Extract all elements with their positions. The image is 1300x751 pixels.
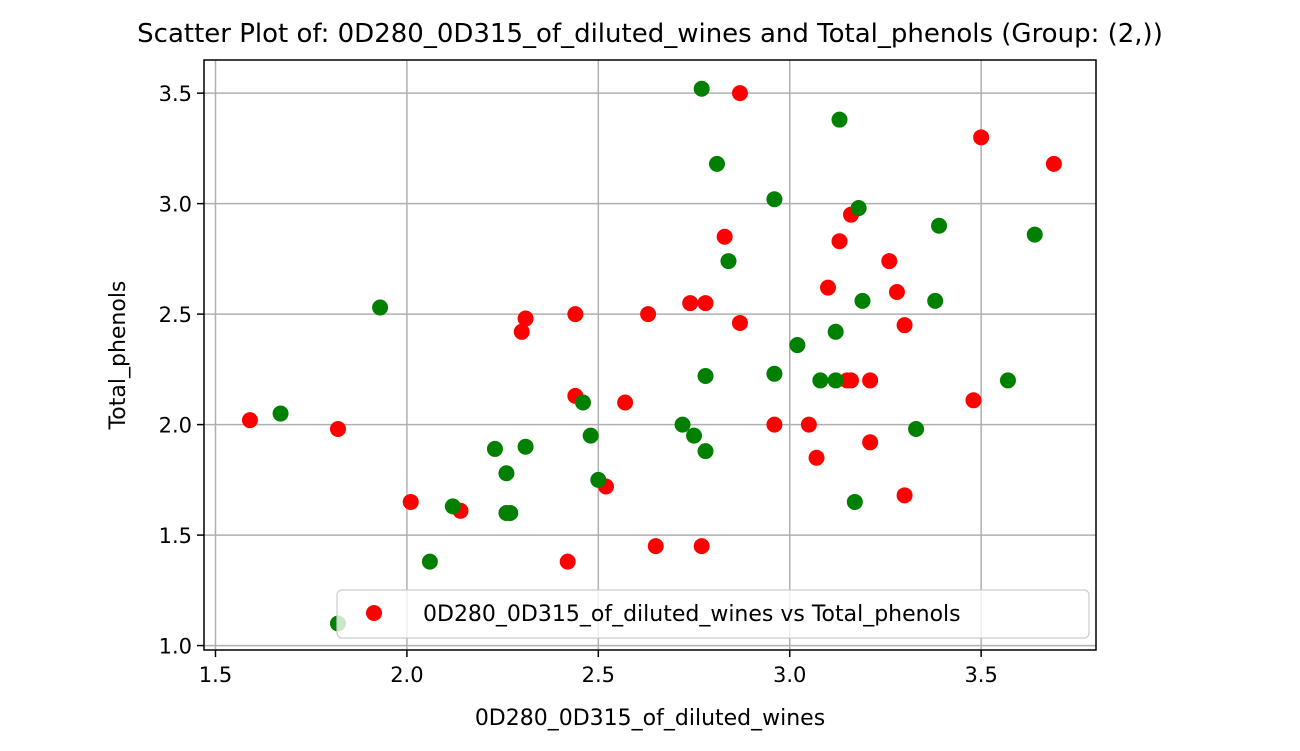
data-point: [965, 392, 982, 409]
data-point: [693, 538, 710, 555]
data-point: [329, 421, 346, 438]
data-point: [590, 471, 607, 488]
data-point: [850, 200, 867, 217]
data-point: [716, 228, 733, 245]
data-point: [831, 111, 848, 128]
y-tick-label: 2.5: [159, 303, 192, 327]
data-point: [881, 253, 898, 270]
data-point: [927, 292, 944, 309]
x-axis-ticks: 1.5 2.0 2.5 3.0 3.5: [199, 650, 998, 687]
data-point: [812, 372, 829, 389]
data-point: [498, 465, 515, 482]
data-point: [647, 538, 664, 555]
data-point: [888, 284, 905, 301]
data-point: [697, 443, 714, 460]
data-point: [827, 372, 844, 389]
data-point: [862, 434, 879, 451]
data-point: [697, 295, 714, 312]
data-point: [862, 372, 879, 389]
data-point: [559, 553, 576, 570]
data-point: [697, 367, 714, 384]
legend-label: 0D280_0D315_of_diluted_wines vs Total_ph…: [423, 602, 961, 627]
legend: 0D280_0D315_of_diluted_wines vs Total_ph…: [336, 589, 1090, 639]
data-point: [896, 317, 913, 334]
data-point: [444, 498, 461, 515]
data-point: [372, 299, 389, 316]
data-point: [789, 337, 806, 354]
x-tick-label: 3.5: [964, 663, 997, 687]
data-point: [674, 416, 691, 433]
y-tick-label: 3.5: [159, 82, 192, 106]
data-point: [517, 310, 534, 327]
x-tick-label: 2.0: [390, 663, 423, 687]
y-tick-label: 1.5: [159, 524, 192, 548]
data-point: [272, 405, 289, 422]
y-tick-label: 1.0: [159, 635, 192, 659]
data-point: [846, 493, 863, 510]
data-point: [731, 85, 748, 102]
data-point: [731, 314, 748, 331]
y-tick-label: 3.0: [159, 193, 192, 217]
data-point: [486, 440, 503, 457]
y-tick-label: 2.0: [159, 414, 192, 438]
data-point: [766, 191, 783, 208]
data-point: [896, 487, 913, 504]
data-point: [827, 323, 844, 340]
data-point: [402, 493, 419, 510]
data-point: [582, 427, 599, 444]
x-tick-label: 2.5: [582, 663, 615, 687]
x-axis-label: 0D280_0D315_of_diluted_wines: [475, 706, 825, 731]
data-point: [708, 155, 725, 172]
data-point: [640, 306, 657, 323]
y-axis-ticks: 1.0 1.5 2.0 2.5 3.0 3.5: [159, 82, 204, 659]
data-point: [854, 292, 871, 309]
data-point: [241, 412, 258, 429]
data-point: [517, 438, 534, 455]
data-point: [820, 279, 837, 296]
legend-marker: [366, 605, 382, 621]
data-point: [502, 504, 519, 521]
x-tick-label: 3.0: [773, 663, 806, 687]
chart-title: Scatter Plot of: 0D280_0D315_of_diluted_…: [137, 19, 1163, 49]
data-point: [999, 372, 1016, 389]
series-0: [241, 85, 1062, 570]
data-point: [800, 416, 817, 433]
data-point: [1026, 226, 1043, 243]
data-point: [693, 80, 710, 97]
data-point: [831, 233, 848, 250]
data-point: [513, 323, 530, 340]
y-axis-label: Total_phenols: [106, 281, 131, 431]
data-point: [908, 421, 925, 438]
data-point: [766, 365, 783, 382]
data-point: [575, 394, 592, 411]
data-point: [617, 394, 634, 411]
legend-box: [336, 589, 1090, 639]
data-points: [241, 80, 1062, 632]
data-point: [766, 416, 783, 433]
data-point: [973, 129, 990, 146]
data-point: [686, 427, 703, 444]
data-point: [842, 372, 859, 389]
data-point: [567, 306, 584, 323]
data-point: [421, 553, 438, 570]
data-point: [720, 253, 737, 270]
data-point: [808, 449, 825, 466]
plot-frame: [203, 59, 1097, 651]
x-tick-label: 1.5: [199, 663, 232, 687]
data-point: [682, 295, 699, 312]
data-point: [931, 217, 948, 234]
data-point: [1045, 155, 1062, 172]
grid-lines: [204, 60, 1096, 650]
